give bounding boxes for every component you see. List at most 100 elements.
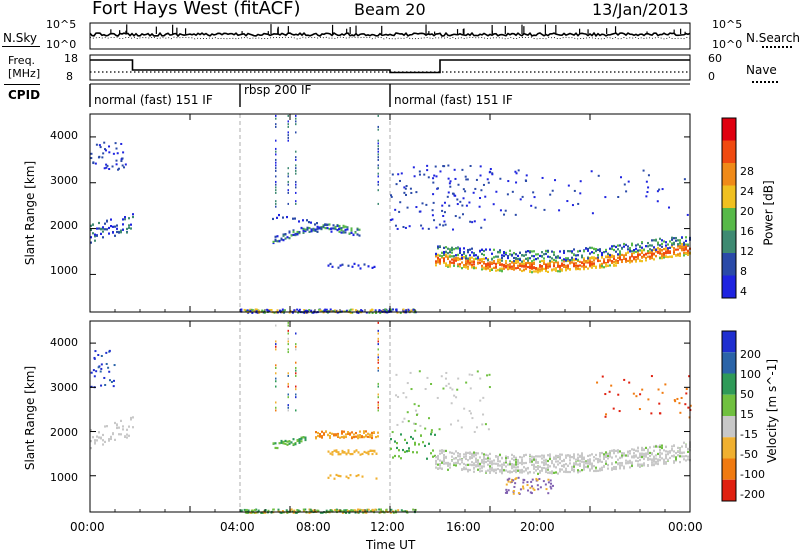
power-echo (274, 238, 277, 241)
velocity-echo (412, 437, 414, 440)
velocity-echo (309, 510, 312, 513)
velocity-echo (609, 453, 611, 456)
power-echo (447, 177, 450, 180)
velocity-echo (100, 363, 103, 366)
velocity-echo (655, 457, 657, 460)
power-echo (611, 260, 613, 263)
power-spike (287, 183, 289, 186)
power-echo (455, 257, 457, 260)
velocity-echo (104, 425, 106, 428)
velocity-echo (559, 455, 561, 459)
power-echo (469, 220, 472, 223)
power-spike (287, 136, 289, 139)
velocity-echo (581, 460, 583, 463)
velocity-echo (615, 449, 617, 452)
velocity-echo (449, 463, 451, 466)
power-echo (571, 256, 573, 259)
power-echo (509, 259, 511, 263)
velocity-echo (615, 467, 617, 471)
velocity-echo (277, 509, 280, 512)
power-echo (292, 217, 294, 220)
power-echo (513, 256, 515, 260)
power-echo (472, 191, 475, 194)
power-echo (617, 259, 619, 263)
velocity-spike (287, 337, 289, 340)
velocity-echo (293, 509, 296, 512)
power-spike (275, 191, 277, 194)
power-echo (484, 195, 487, 198)
power-echo (547, 265, 549, 268)
power-echo (603, 251, 605, 254)
velocity-echo (655, 454, 657, 457)
power-echo (485, 257, 487, 260)
power-echo (665, 244, 667, 247)
power-echo (408, 225, 411, 228)
velocity-echo (481, 423, 484, 426)
power-spike (275, 158, 277, 161)
power-spike (287, 123, 289, 126)
velocity-echo (449, 466, 451, 469)
power-echo (525, 180, 528, 183)
power-echo (116, 152, 119, 155)
power-echo (298, 230, 301, 234)
power-echo (541, 176, 544, 179)
velocity-echo (337, 434, 339, 437)
velocity-echo (633, 455, 635, 458)
velocity-echo (643, 455, 645, 458)
velocity-echo (537, 466, 539, 469)
power-echo (621, 253, 623, 257)
power-echo (527, 250, 529, 253)
power-echo (359, 267, 362, 270)
velocity-echo (465, 455, 467, 458)
power-echo (473, 258, 475, 261)
power-echo (310, 221, 312, 224)
velocity-echo (469, 463, 471, 466)
power-echo (381, 309, 384, 312)
power-echo (541, 255, 543, 258)
power-echo (461, 253, 463, 257)
velocity-echo (511, 478, 514, 481)
power-echo (645, 256, 647, 260)
power-echo (497, 255, 499, 258)
power-echo (427, 227, 430, 230)
power-echo (523, 262, 525, 266)
velocity-echo (561, 464, 563, 467)
power-echo (400, 172, 403, 175)
power-echo (655, 239, 657, 242)
velocity-echo (659, 454, 661, 457)
velocity-cbar-tick-50: 50 (740, 388, 754, 401)
velocity-echo (679, 448, 681, 451)
power-echo (294, 217, 296, 220)
velocity-echo (605, 460, 607, 463)
velocity-echo (94, 350, 97, 353)
power-echo (439, 262, 441, 265)
velocity-echo (441, 451, 443, 455)
velocity-echo (395, 394, 398, 397)
velocity-echo (499, 470, 501, 473)
power-spike (295, 131, 297, 134)
power-echo (647, 174, 650, 177)
power-echo (589, 261, 591, 264)
velocity-echo (483, 455, 485, 459)
velocity-echo (371, 436, 373, 440)
power-echo (491, 258, 493, 261)
power-echo (537, 271, 539, 274)
velocity-echo (591, 464, 593, 467)
power-echo (679, 244, 681, 248)
velocity-echo (637, 450, 639, 453)
velocity-echo (543, 466, 545, 470)
velocity-echo (443, 458, 445, 462)
power-echo (607, 260, 609, 263)
power-spike (295, 172, 297, 175)
power-echo (537, 257, 539, 260)
velocity-echo (413, 403, 416, 406)
power-echo (423, 173, 426, 176)
power-echo (643, 248, 645, 251)
velocity-echo (110, 435, 112, 438)
velocity-echo (509, 481, 512, 484)
power-echo (448, 182, 451, 185)
power-echo (481, 248, 483, 251)
velocity-echo (637, 447, 639, 450)
velocity-echo (333, 449, 336, 452)
velocity-echo (432, 455, 434, 458)
